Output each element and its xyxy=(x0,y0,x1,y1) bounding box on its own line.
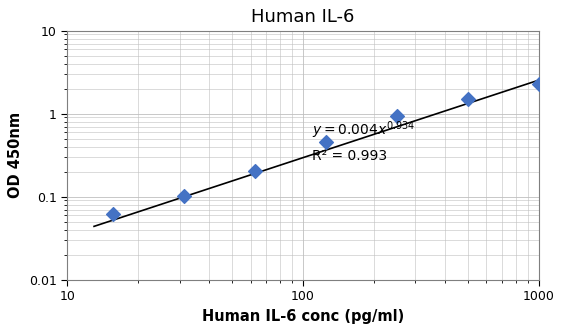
Point xyxy=(463,96,472,102)
Point xyxy=(321,140,330,145)
Point xyxy=(179,193,188,198)
Point xyxy=(251,168,260,173)
X-axis label: Human IL-6 conc (pg/ml): Human IL-6 conc (pg/ml) xyxy=(202,309,404,324)
Text: $y = 0.004x^{0.934}$: $y = 0.004x^{0.934}$ xyxy=(312,120,415,141)
Text: R² = 0.993: R² = 0.993 xyxy=(312,149,387,163)
Point xyxy=(108,211,117,216)
Point xyxy=(534,81,543,86)
Y-axis label: OD 450nm: OD 450nm xyxy=(8,112,23,198)
Point xyxy=(392,113,401,118)
Title: Human IL-6: Human IL-6 xyxy=(251,8,355,26)
